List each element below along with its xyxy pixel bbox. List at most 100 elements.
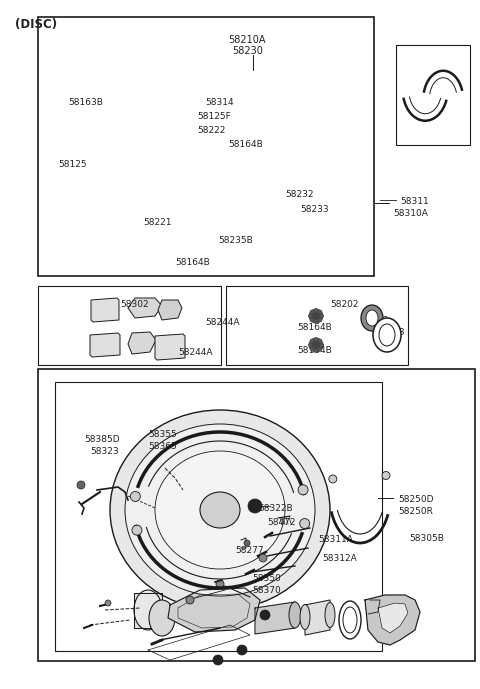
Circle shape: [216, 580, 224, 588]
Circle shape: [318, 318, 322, 322]
Text: 58230: 58230: [232, 46, 263, 56]
Circle shape: [132, 525, 142, 535]
Circle shape: [310, 318, 314, 322]
Circle shape: [237, 645, 247, 655]
Text: 58312A: 58312A: [322, 554, 357, 563]
Text: 58370: 58370: [252, 586, 281, 595]
Circle shape: [309, 309, 323, 323]
Text: 58322B: 58322B: [258, 504, 293, 513]
Polygon shape: [91, 298, 119, 322]
Text: 58222: 58222: [197, 126, 226, 135]
Text: 58235B: 58235B: [218, 236, 253, 245]
Circle shape: [318, 310, 322, 313]
Polygon shape: [128, 298, 162, 318]
Circle shape: [314, 308, 318, 312]
Circle shape: [244, 540, 250, 546]
Bar: [38, 17, 374, 276]
Ellipse shape: [134, 590, 162, 630]
Text: 58250R: 58250R: [398, 507, 433, 516]
Text: 58232: 58232: [285, 190, 313, 199]
Text: 58310A: 58310A: [393, 209, 428, 218]
Circle shape: [260, 610, 270, 620]
Circle shape: [310, 310, 314, 313]
Circle shape: [186, 596, 194, 604]
Ellipse shape: [300, 604, 310, 630]
Text: 58244A: 58244A: [178, 348, 213, 357]
Text: 58365: 58365: [148, 442, 177, 451]
Text: 58125F: 58125F: [197, 112, 231, 121]
Circle shape: [320, 343, 324, 347]
Circle shape: [329, 475, 337, 483]
Circle shape: [310, 339, 314, 342]
Circle shape: [314, 349, 318, 353]
Ellipse shape: [110, 410, 330, 610]
Circle shape: [382, 471, 390, 480]
Circle shape: [320, 314, 324, 318]
Polygon shape: [90, 333, 120, 357]
Circle shape: [308, 343, 312, 347]
Ellipse shape: [373, 318, 401, 352]
Text: 58164B: 58164B: [175, 258, 210, 267]
Ellipse shape: [149, 600, 175, 636]
Polygon shape: [128, 332, 156, 354]
Ellipse shape: [361, 305, 383, 331]
Circle shape: [308, 314, 312, 318]
Circle shape: [318, 339, 322, 342]
Text: 58311: 58311: [400, 197, 429, 206]
Text: 58232: 58232: [360, 316, 388, 325]
Text: 58244A: 58244A: [205, 318, 240, 327]
Circle shape: [77, 481, 85, 489]
Text: 58311A: 58311A: [318, 535, 353, 544]
Circle shape: [314, 320, 318, 324]
Text: (DISC): (DISC): [15, 18, 57, 31]
Text: 58302: 58302: [120, 300, 149, 309]
Text: 58323: 58323: [90, 447, 119, 456]
Circle shape: [309, 338, 323, 352]
Circle shape: [259, 554, 267, 562]
Polygon shape: [378, 603, 408, 633]
Text: 58221: 58221: [143, 218, 171, 227]
Polygon shape: [155, 334, 185, 360]
Bar: [226, 286, 408, 365]
Ellipse shape: [289, 602, 301, 628]
Text: 58233: 58233: [300, 205, 329, 214]
Text: 58314: 58314: [205, 98, 234, 107]
Circle shape: [300, 519, 310, 528]
Polygon shape: [305, 600, 330, 635]
Text: 58277: 58277: [235, 546, 264, 555]
Circle shape: [105, 600, 111, 606]
Polygon shape: [255, 602, 295, 634]
Circle shape: [298, 485, 308, 495]
Ellipse shape: [200, 492, 240, 528]
Ellipse shape: [155, 451, 285, 569]
Text: 58164B: 58164B: [297, 346, 332, 355]
Text: 58350: 58350: [252, 574, 281, 583]
Text: 58250D: 58250D: [398, 495, 433, 504]
Circle shape: [130, 491, 140, 502]
Text: 58164B: 58164B: [228, 140, 263, 149]
Circle shape: [213, 655, 223, 665]
Circle shape: [314, 337, 318, 341]
Text: 58164B: 58164B: [297, 323, 332, 332]
Polygon shape: [365, 595, 420, 645]
Circle shape: [318, 347, 322, 351]
Bar: [38, 369, 475, 661]
Polygon shape: [168, 588, 260, 632]
Bar: [396, 45, 470, 145]
Circle shape: [248, 499, 262, 513]
Ellipse shape: [339, 601, 361, 639]
Text: 58210A: 58210A: [228, 35, 265, 45]
Polygon shape: [158, 300, 182, 320]
Text: 58472: 58472: [267, 518, 296, 527]
Text: 58355: 58355: [148, 430, 177, 439]
Bar: [55, 382, 382, 651]
Text: 58163B: 58163B: [68, 98, 103, 107]
Text: 58385D: 58385D: [84, 435, 120, 444]
Ellipse shape: [325, 602, 335, 628]
Polygon shape: [368, 600, 380, 614]
Circle shape: [310, 347, 314, 351]
Ellipse shape: [366, 310, 378, 326]
Ellipse shape: [379, 324, 395, 346]
Ellipse shape: [343, 607, 357, 633]
Text: 58125: 58125: [58, 160, 86, 169]
